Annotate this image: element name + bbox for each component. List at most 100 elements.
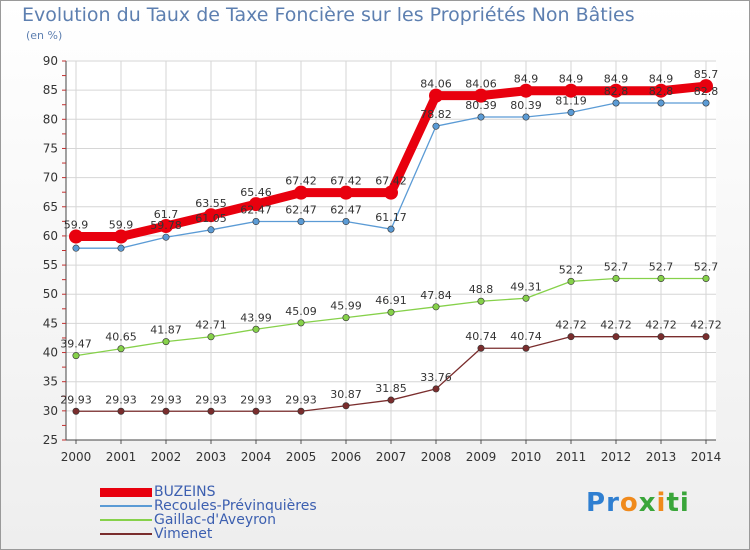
proxiti-logo: Proxiti (586, 488, 690, 518)
legend-label: BUZEINS (154, 484, 216, 500)
data-label: 52.7 (649, 260, 674, 273)
data-point (162, 233, 170, 241)
y-tick-label: 30 (43, 404, 58, 418)
data-label: 82.8 (649, 85, 674, 98)
data-label: 80.39 (465, 99, 497, 112)
x-tick-label: 2009 (466, 450, 497, 464)
data-point (252, 407, 260, 415)
data-label: 81.19 (555, 94, 587, 107)
logo-letter: i (679, 488, 690, 518)
logo-letter: o (619, 488, 639, 518)
data-point (117, 345, 125, 353)
data-label: 42.72 (600, 319, 632, 332)
legend-label: Gaillac-d'Aveyron (154, 512, 276, 528)
data-point (294, 185, 308, 200)
x-tick-label: 2005 (286, 450, 317, 464)
data-point (522, 113, 530, 121)
data-label: 29.93 (240, 393, 272, 406)
data-point (207, 407, 215, 415)
data-label: 62.47 (330, 204, 362, 217)
data-point (657, 274, 665, 282)
data-label: 63.55 (195, 197, 227, 210)
data-label: 30.87 (330, 388, 362, 401)
data-point (612, 274, 620, 282)
data-point (114, 229, 128, 244)
x-tick-label: 2003 (196, 450, 227, 464)
data-point (72, 352, 80, 360)
x-tick-label: 2006 (331, 450, 362, 464)
data-label: 84.9 (559, 73, 584, 86)
data-point (387, 308, 395, 316)
data-label: 67.42 (375, 175, 407, 188)
y-tick-label: 60 (43, 229, 58, 243)
data-label: 33.76 (420, 371, 452, 384)
data-point (432, 385, 440, 393)
data-label: 61.17 (375, 211, 407, 224)
x-tick-label: 2014 (691, 450, 722, 464)
data-point (339, 185, 353, 200)
chart-subtitle: (en %) (26, 29, 63, 42)
data-label: 61.05 (195, 212, 227, 225)
data-point (72, 407, 80, 415)
logo-letter: r (606, 488, 620, 518)
x-tick-label: 2008 (421, 450, 452, 464)
y-tick-label: 90 (43, 54, 58, 68)
logo-letter: t (666, 488, 680, 518)
data-point (387, 225, 395, 233)
data-label: 29.93 (60, 393, 92, 406)
data-point (702, 333, 710, 341)
data-label: 84.9 (649, 73, 674, 86)
data-point (522, 344, 530, 352)
data-label: 67.42 (330, 175, 362, 188)
data-point (477, 113, 485, 121)
data-label: 45.99 (330, 300, 362, 313)
data-label: 45.09 (285, 305, 317, 318)
data-label: 39.47 (60, 338, 92, 351)
x-tick-label: 2010 (511, 450, 542, 464)
data-label: 29.93 (150, 393, 182, 406)
data-label: 52.7 (694, 260, 719, 273)
legend-swatch (100, 505, 152, 507)
x-tick-label: 2007 (376, 450, 407, 464)
data-point (204, 208, 218, 223)
data-label: 65.46 (240, 186, 272, 199)
data-label: 40.65 (105, 331, 137, 344)
data-point (477, 344, 485, 352)
data-label: 49.31 (510, 280, 542, 293)
data-label: 42.72 (645, 319, 677, 332)
data-point (117, 244, 125, 252)
data-point (252, 325, 260, 333)
data-label: 40.74 (510, 330, 542, 343)
data-label: 84.9 (514, 73, 539, 86)
y-tick-label: 55 (43, 258, 58, 272)
y-tick-label: 65 (43, 200, 58, 214)
data-label: 62.47 (240, 204, 272, 217)
data-point (207, 226, 215, 234)
data-point (609, 83, 623, 98)
data-label: 61.7 (154, 208, 179, 221)
y-tick-label: 25 (43, 433, 58, 447)
logo-letter: x (638, 488, 657, 518)
data-point (567, 277, 575, 285)
data-point (342, 218, 350, 226)
data-point (654, 83, 668, 98)
data-point (657, 99, 665, 107)
data-point (162, 407, 170, 415)
data-label: 59.9 (109, 219, 134, 232)
data-label: 59.9 (64, 219, 89, 232)
data-point (69, 229, 83, 244)
data-point (207, 333, 215, 341)
y-tick-label: 45 (43, 316, 58, 330)
legend-swatch (100, 519, 152, 521)
data-point (159, 219, 173, 234)
data-label: 62.47 (285, 204, 317, 217)
data-point (567, 333, 575, 341)
x-tick-label: 2000 (61, 450, 92, 464)
x-tick-label: 2013 (646, 450, 677, 464)
x-tick-label: 2011 (556, 450, 587, 464)
data-point (519, 83, 533, 98)
data-label: 80.39 (510, 99, 542, 112)
y-tick-label: 50 (43, 287, 58, 301)
y-tick-label: 35 (43, 375, 58, 389)
